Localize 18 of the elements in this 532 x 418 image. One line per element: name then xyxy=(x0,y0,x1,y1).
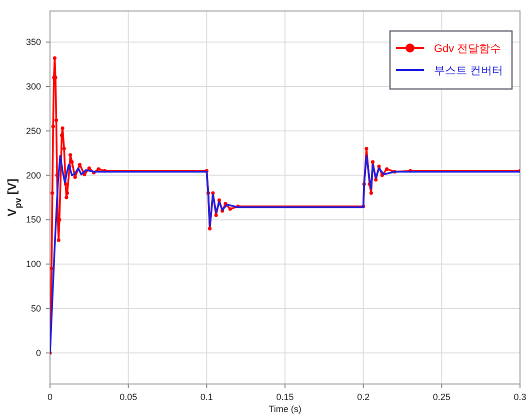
x-tick-label: 0.05 xyxy=(120,392,138,402)
x-tick-label: 0.1 xyxy=(200,392,213,402)
x-tick-label: 0.15 xyxy=(276,392,294,402)
x-tick-label: 0 xyxy=(47,392,53,402)
y-tick-label: 200 xyxy=(26,170,41,180)
y-tick-label: 0 xyxy=(36,348,41,358)
x-tick-label: 0.25 xyxy=(432,392,450,402)
y-tick-label: 350 xyxy=(26,37,41,48)
y-tick-label: 300 xyxy=(26,81,41,92)
x-axis-title: Time (s) xyxy=(268,404,302,414)
y-tick-label: 150 xyxy=(26,214,41,225)
x-tick-label: 0.3 xyxy=(514,392,526,402)
y-tick-label: 250 xyxy=(26,126,41,136)
y-tick-label: 100 xyxy=(26,259,41,270)
legend-label: Gdv 전달함수 xyxy=(434,43,502,55)
legend-label: 부스트 컨버터 xyxy=(434,65,504,77)
y-tick-label: 50 xyxy=(30,304,41,314)
x-tick-label: 0.2 xyxy=(357,392,370,402)
